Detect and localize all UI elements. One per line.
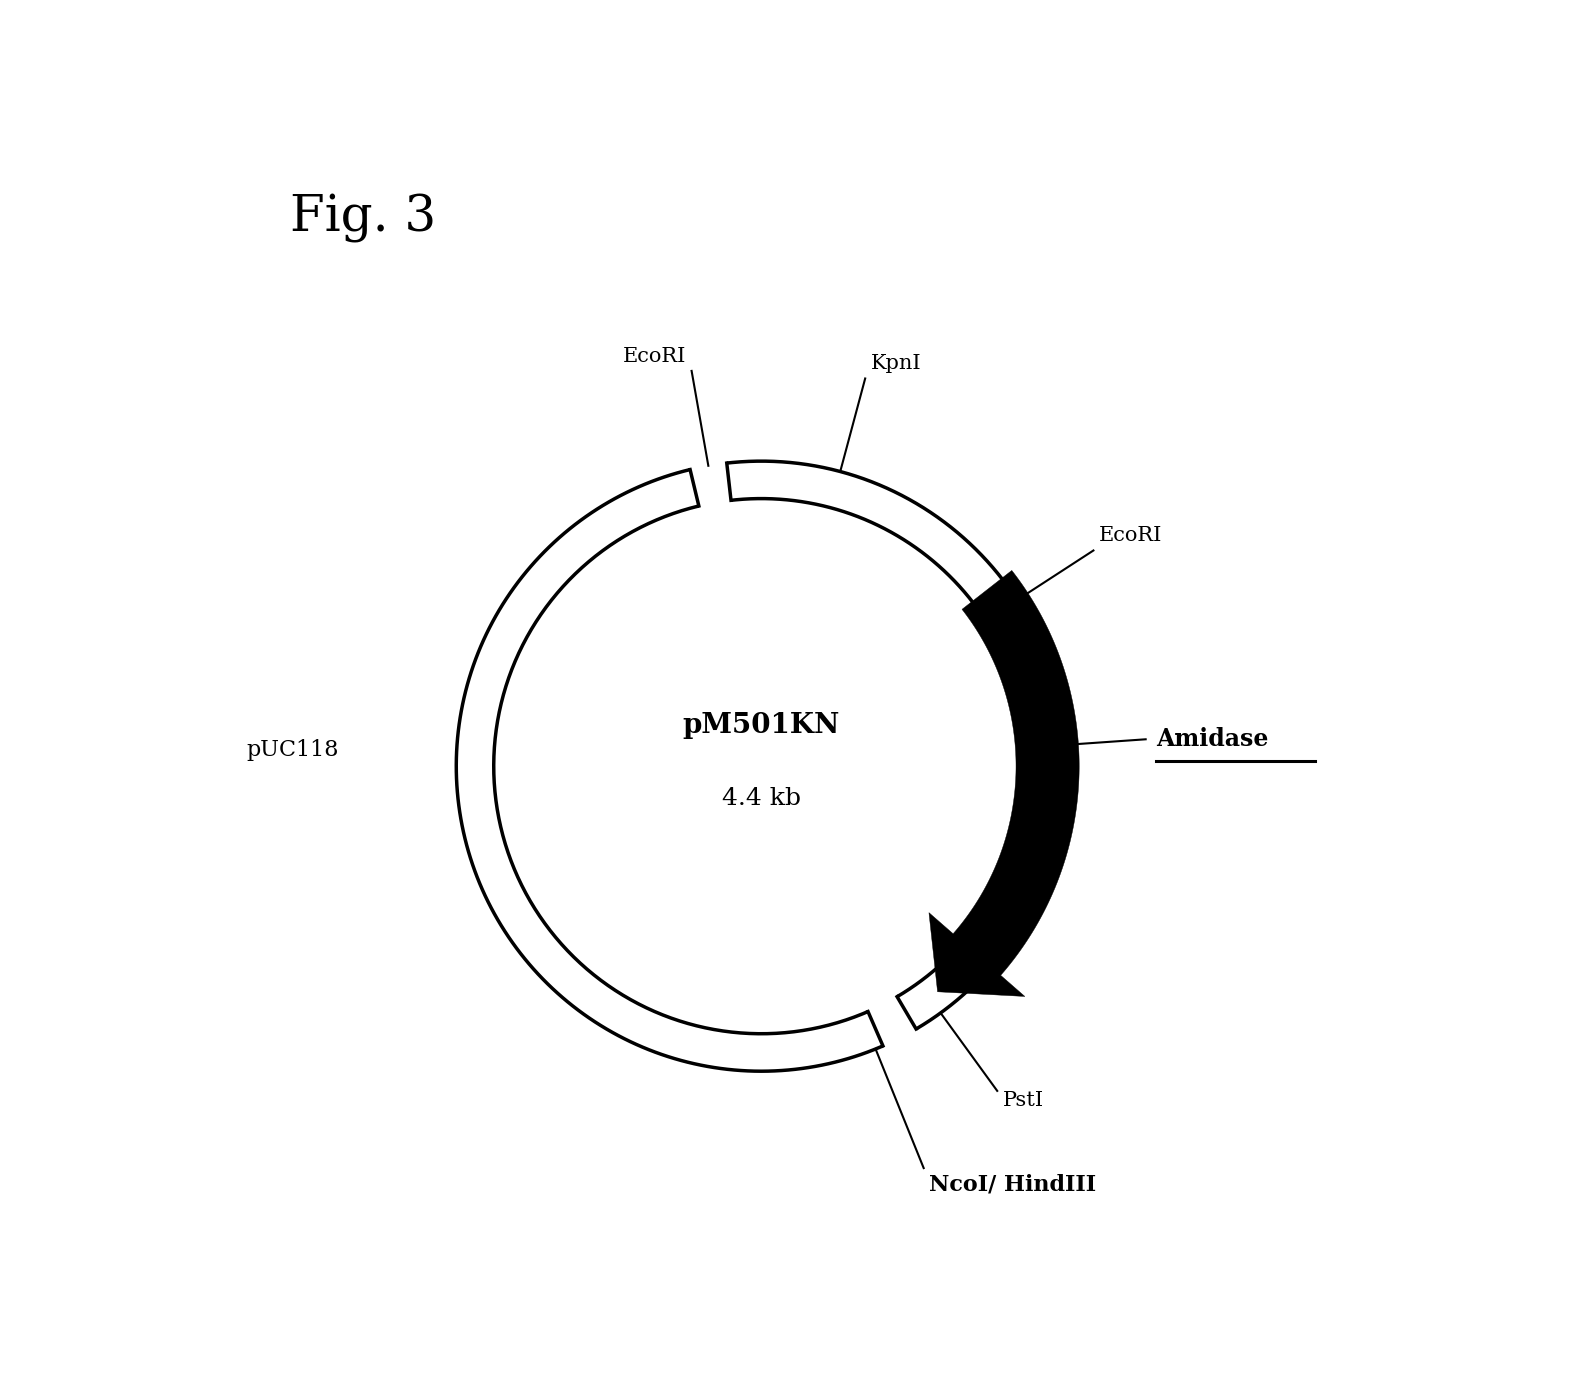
Text: EcoRI: EcoRI <box>1098 527 1163 545</box>
Text: Fig. 3: Fig. 3 <box>290 193 436 243</box>
Text: NcoI/ HindIII: NcoI/ HindIII <box>929 1173 1097 1195</box>
Text: pUC118: pUC118 <box>246 739 339 762</box>
Text: KpnI: KpnI <box>871 354 921 373</box>
Polygon shape <box>929 570 1079 997</box>
Text: 4.4 kb: 4.4 kb <box>722 787 800 810</box>
Text: pM501KN: pM501KN <box>683 712 839 739</box>
Text: PstI: PstI <box>1003 1091 1043 1109</box>
Text: Amidase: Amidase <box>1156 727 1269 751</box>
Text: EcoRI: EcoRI <box>623 346 686 366</box>
